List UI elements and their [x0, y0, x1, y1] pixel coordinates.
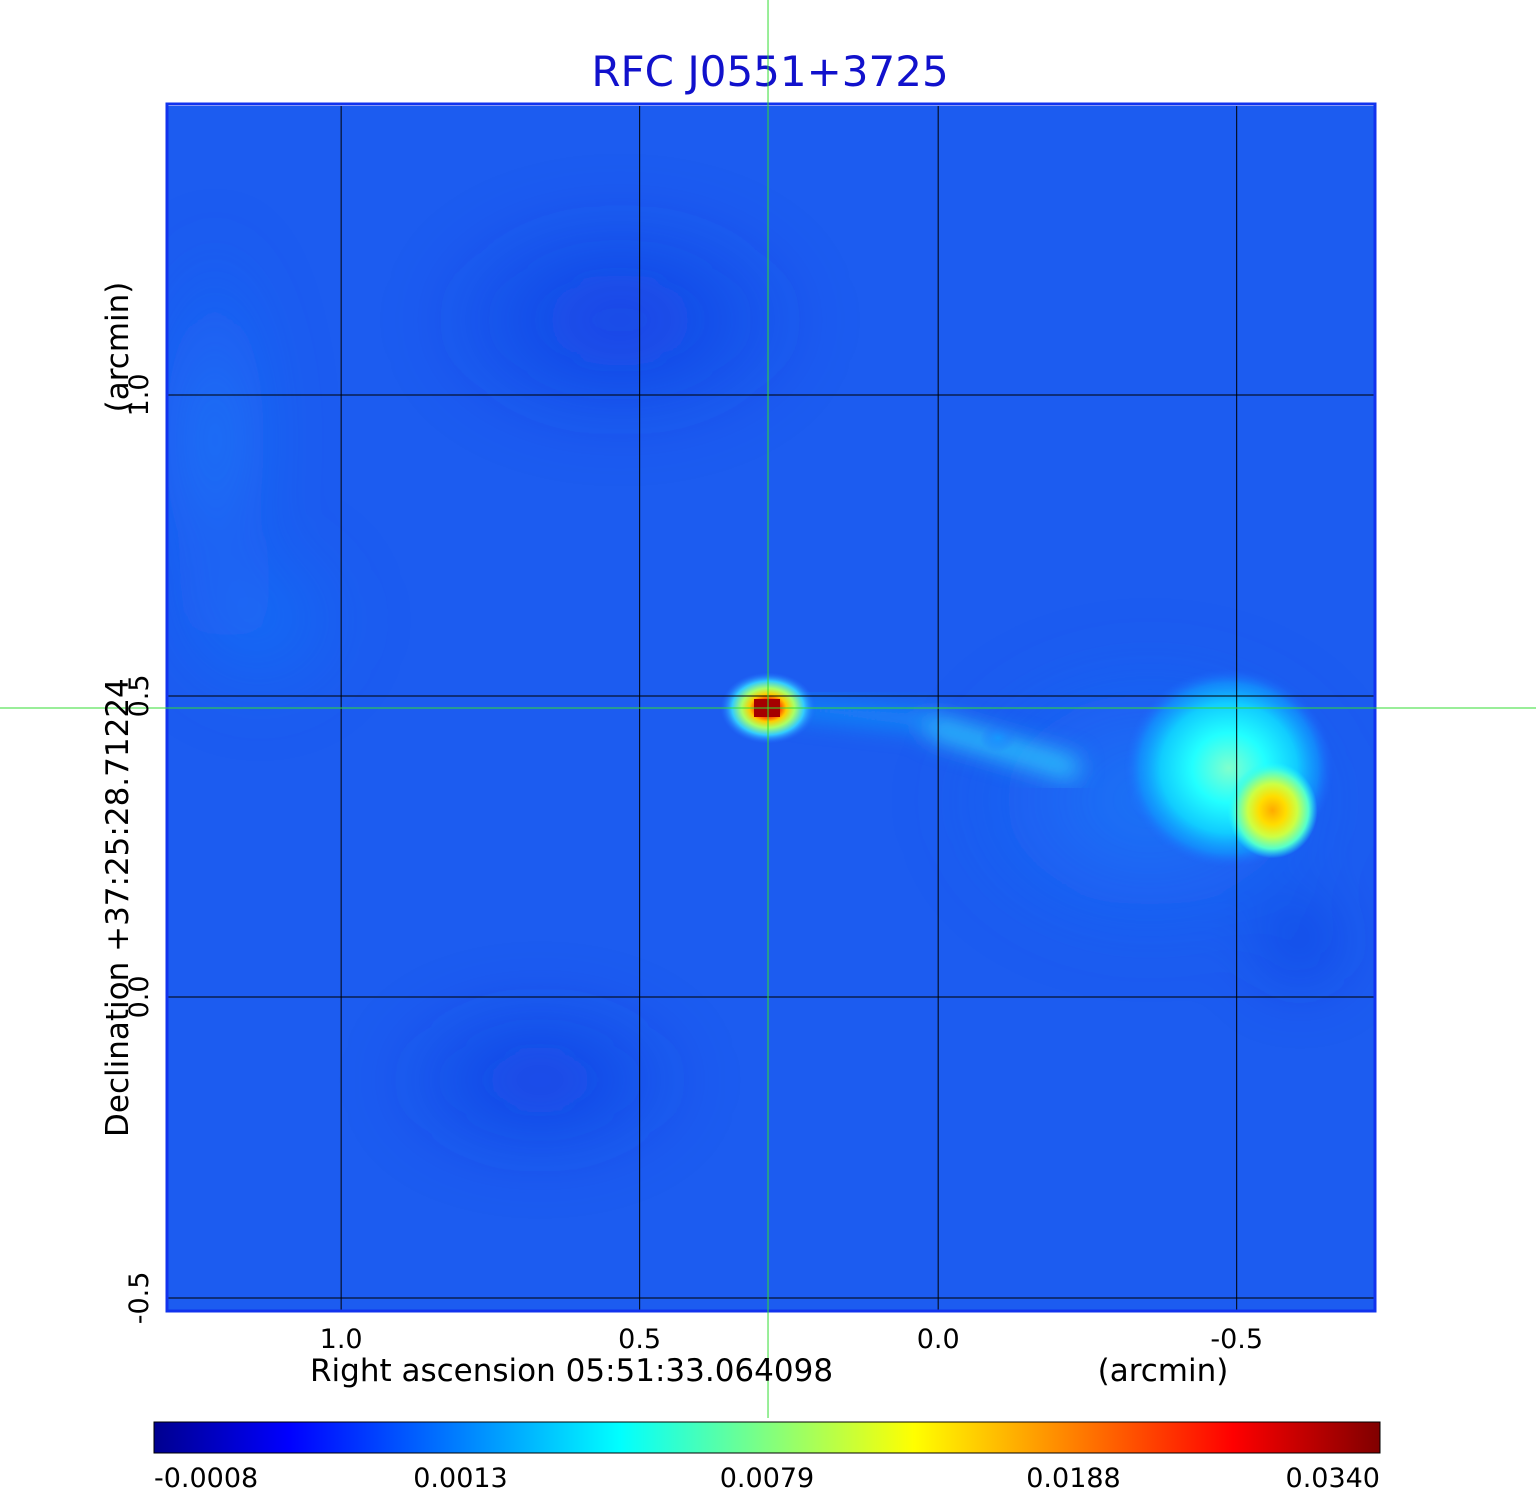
x-axis-unit: (arcmin) [1098, 1353, 1229, 1389]
y-axis-label: Declination +37:25:28.71224 [100, 678, 136, 1137]
y-axis-unit: (arcmin) [100, 282, 136, 413]
x-tick-label: 0.5 [618, 1324, 661, 1355]
colorbar [153, 1421, 1381, 1454]
y-tick-label: 0.5 [124, 674, 155, 717]
colorbar-tick-label: 0.0013 [413, 1463, 507, 1494]
colorbar-ticks: -0.0008 0.0013 0.0079 0.0188 0.0340 [154, 1463, 1380, 1494]
chart-title: RFC J0551+3725 [591, 47, 948, 96]
colorbar-tick-label: -0.0008 [154, 1463, 258, 1494]
x-tick-label: 0.0 [917, 1324, 960, 1355]
x-tick-labels: 1.0 0.5 0.0 -0.5 [320, 1324, 1263, 1355]
y-tick-label: 0.0 [124, 975, 155, 1018]
source-hotspot [1227, 762, 1318, 859]
colorbar-tick-label: 0.0079 [720, 1463, 814, 1494]
y-tick-label: 1.0 [124, 373, 155, 416]
colorbar-tick-label: 0.0188 [1026, 1463, 1120, 1494]
crosshair [0, 0, 1536, 1418]
source-jet [979, 724, 1016, 753]
y-tick-label: -0.5 [124, 1272, 155, 1325]
x-axis-label: Right ascension 05:51:33.064098 [310, 1353, 833, 1389]
x-tick-label: 1.0 [320, 1324, 363, 1355]
x-tick-label: -0.5 [1210, 1324, 1263, 1355]
colorbar-tick-label: 0.0340 [1286, 1463, 1380, 1494]
y-tick-labels: -0.5 0.0 0.5 1.0 [124, 373, 155, 1324]
